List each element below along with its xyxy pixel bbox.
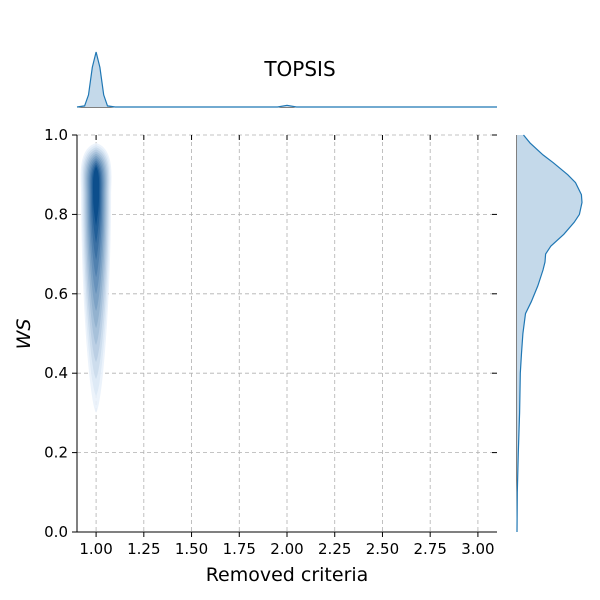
- y-axis-label: WS: [13, 319, 35, 350]
- y-tick-label: 0.6: [44, 285, 68, 303]
- x-tick-label: 1.75: [223, 540, 256, 558]
- joint-kde-contours: [80, 142, 112, 413]
- x-tick-label: 2.75: [413, 540, 446, 558]
- x-tick-label: 3.00: [461, 540, 494, 558]
- chart-title: TOPSIS: [263, 57, 335, 81]
- y-tick-label: 0.2: [44, 444, 68, 462]
- y-axis-ticks: 0.0 0.2 0.4 0.6 0.8 1.0: [44, 126, 497, 541]
- x-tick-label: 2.25: [318, 540, 351, 558]
- x-axis-label: Removed criteria: [206, 564, 369, 586]
- x-tick-label: 2.50: [366, 540, 399, 558]
- right-marginal-fill: [517, 135, 582, 532]
- x-tick-label: 1.50: [175, 540, 208, 558]
- y-tick-label: 0.8: [44, 205, 68, 223]
- top-marginal-kde: [76, 51, 497, 108]
- kde-contour-level: [93, 166, 100, 227]
- y-tick-label: 1.0: [44, 126, 68, 144]
- x-tick-label: 1.25: [127, 540, 160, 558]
- top-marginal-line: [76, 51, 497, 108]
- x-tick-label: 2.00: [270, 540, 303, 558]
- grid-lines: [77, 134, 497, 533]
- right-marginal-line: [516, 134, 583, 533]
- x-axis-ticks: 1.00 1.25 1.50 1.75 2.00 2.25 2.50 2.75 3.00: [79, 135, 495, 558]
- y-tick-label: 0.4: [44, 364, 68, 382]
- y-tick-label: 0.0: [44, 523, 68, 541]
- right-marginal-kde: [516, 134, 583, 533]
- x-tick-label: 1.00: [79, 540, 112, 558]
